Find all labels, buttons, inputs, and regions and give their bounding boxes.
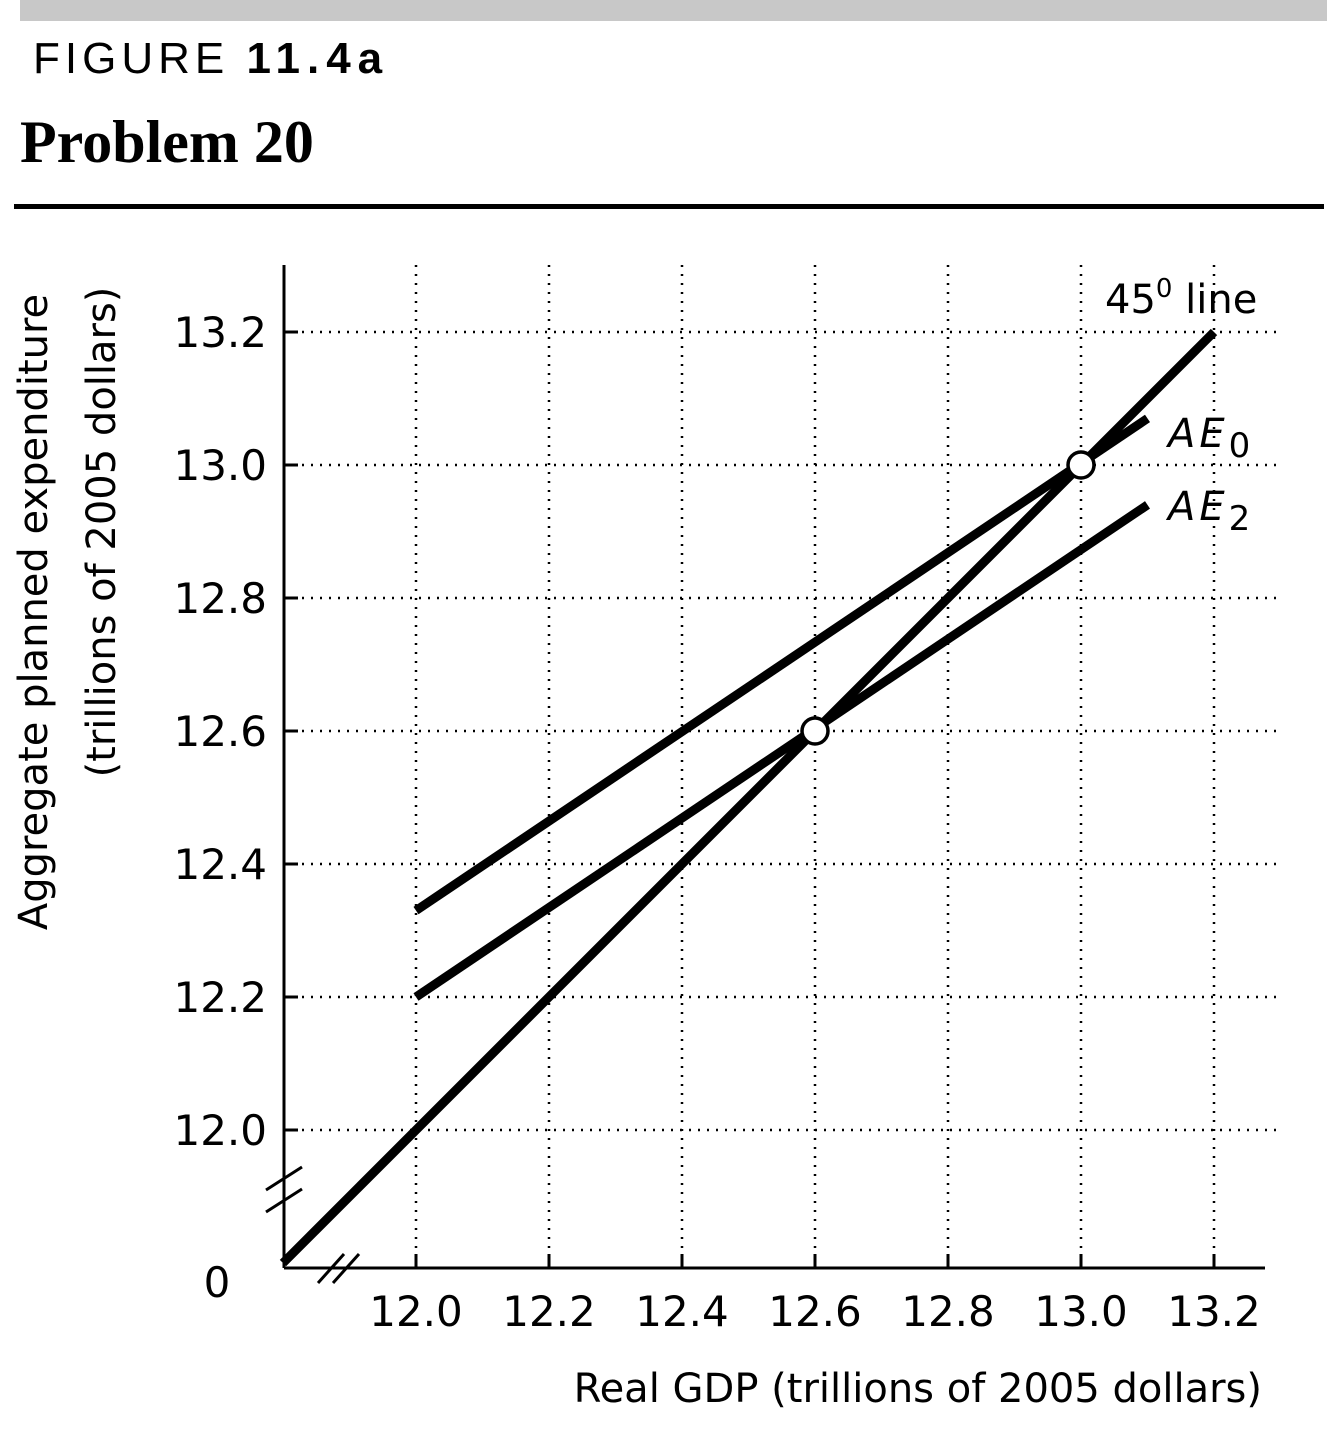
y-tick-label: 12.0 [173,1106,267,1155]
x-tick-label: 12.0 [369,1287,463,1336]
y-tick-label: 12.2 [173,973,267,1022]
figure-label: FIGURE 11.4a [33,34,389,84]
x-axis-label: Real GDP (trillions of 2005 dollars) [574,1366,1262,1412]
y-axis-break-mark [265,1187,303,1214]
series-line-ae0 [413,414,1151,915]
top-border-band [20,0,1327,21]
y-tick-label: 13.2 [173,308,267,357]
x-tick-label: 13.0 [1034,1287,1128,1336]
series-label-ae0: AE0 [1165,411,1250,466]
y-axis-label-line1: Aggregate planned expenditure [11,294,57,930]
x-tick-label: 12.6 [768,1287,862,1336]
x-tick-label: 12.4 [635,1287,729,1336]
series-label-line45: 450 line [1105,274,1257,323]
y-axis-label-line2: (trillions of 2005 dollars) [79,287,125,778]
x-axis-break-mark [331,1252,361,1285]
title-rule [14,204,1324,209]
x-tick-label: 13.2 [1167,1287,1261,1336]
grid [284,265,1280,1268]
figure-title: Problem 20 [20,109,314,175]
ticks: 12.0 12.2 12.4 12.6 12.8 13.0 13.2 12.0 12.2 12.4… [173,308,1260,1336]
equilibrium-point [800,716,830,746]
figure-label-prefix: FIGURE [33,34,230,83]
y-axis-break-mark [265,1165,303,1192]
labels: 0 Real GDP (trillions of 2005 dollars) A… [11,274,1262,1412]
x-tick-label: 12.2 [502,1287,596,1336]
y-tick-label: 12.6 [173,707,267,756]
y-tick-label: 13.0 [173,441,267,490]
equilibrium-points [800,450,1096,746]
y-tick-label: 12.4 [173,840,267,889]
series-label-ae2: AE2 [1165,484,1250,539]
series-lines [279,328,1218,1267]
axes [265,265,1265,1285]
series-line-ae2 [413,501,1151,1001]
x-axis-break-mark [316,1252,346,1285]
x-tick-label: 12.8 [901,1287,995,1336]
figure-label-number: 11.4a [246,34,390,83]
series-line-line45 [279,328,1218,1267]
origin-label: 0 [204,1258,231,1307]
equilibrium-point [1066,450,1096,480]
y-tick-label: 12.8 [173,574,267,623]
